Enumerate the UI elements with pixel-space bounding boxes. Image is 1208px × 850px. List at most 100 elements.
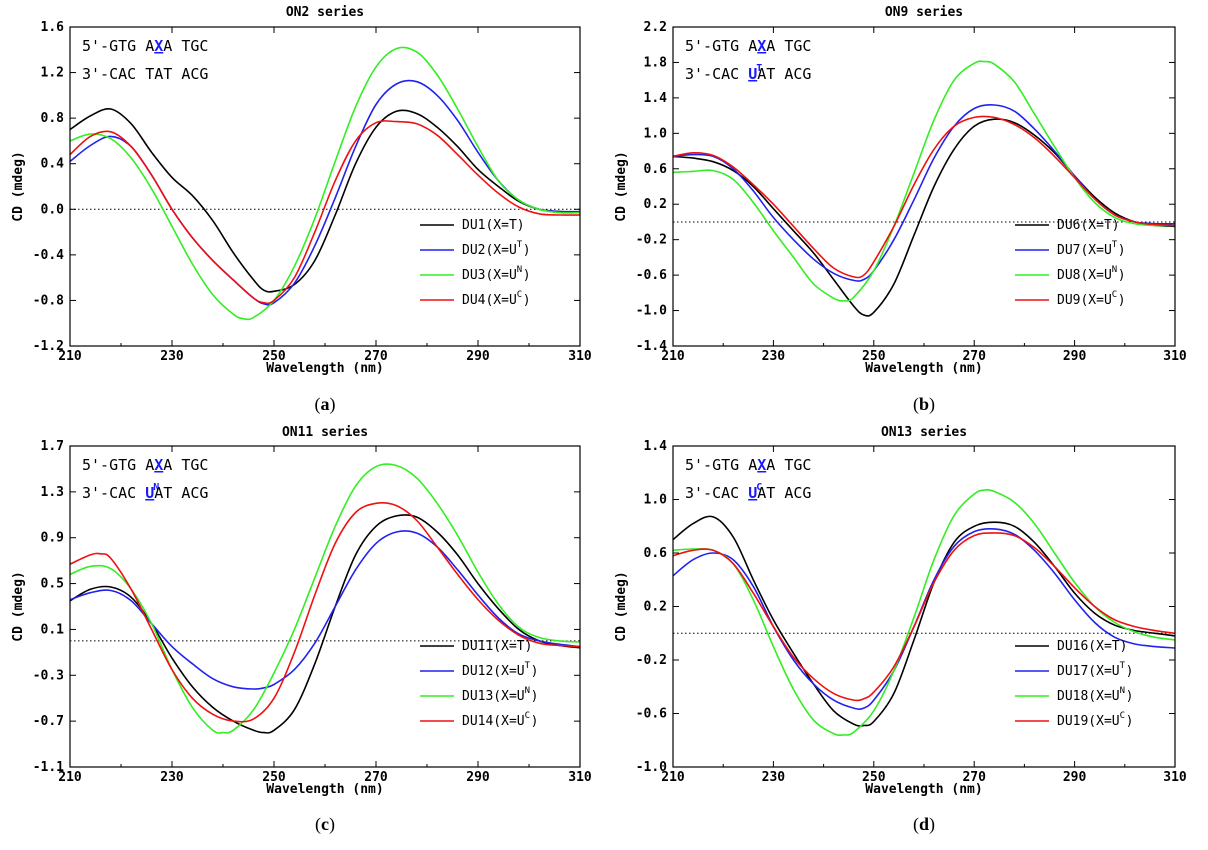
- y-tick-label: -1.4: [636, 339, 667, 354]
- legend-label: DU17(X=: [1057, 664, 1112, 679]
- legend-label-close: ): [1126, 689, 1134, 704]
- series-line-DU9(X=UC): [672, 115, 1176, 279]
- legend-label-sup: N: [517, 265, 522, 275]
- y-tick-label: -1.1: [33, 760, 64, 775]
- legend-label-sup: T: [525, 661, 531, 671]
- legend-label: DU1(X=: [462, 218, 509, 233]
- series-line-DU8(X=UN): [672, 60, 1176, 302]
- legend: DU6(X= T)DU7(X= U T)DU8(X= U N)DU9(X= U C): [1015, 218, 1126, 308]
- legend-label-sup: C: [1112, 290, 1117, 300]
- seq-line2-sup: N: [153, 482, 159, 493]
- x-tick-label: 230: [762, 770, 786, 785]
- legend-label: DU4(X=: [462, 293, 509, 308]
- y-axis-label: CD (mdeg): [614, 151, 629, 221]
- y-tick-label: 0.9: [41, 531, 64, 546]
- legend-label-sup: C: [525, 711, 530, 721]
- y-tick-label: -1.0: [636, 760, 667, 775]
- y-tick-label: 1.4: [644, 439, 668, 454]
- legend-label-main: T: [1104, 218, 1112, 233]
- legend-label: DU14(X=: [462, 714, 517, 729]
- legend-label: DU3(X=: [462, 268, 509, 283]
- panel-caption: (d): [913, 814, 935, 835]
- legend-label-close: ): [523, 243, 531, 258]
- seq-line2-post: AT ACG: [154, 484, 208, 502]
- seq-line1-pre: 5'-GTG A: [82, 456, 154, 474]
- seq-line2-pre: 3'-CAC TAT ACG: [82, 65, 208, 83]
- legend-label-close: ): [517, 218, 525, 233]
- legend-label-main: U: [1104, 293, 1112, 308]
- series-line-DU6(X=T): [672, 118, 1176, 317]
- y-tick-label: -0.4: [33, 248, 64, 263]
- legend-label-main: T: [517, 639, 525, 654]
- seq-line1-mod: X: [154, 456, 163, 474]
- x-axis-label: Wavelength (nm): [266, 782, 383, 797]
- x-tick-label: 310: [1163, 349, 1187, 364]
- seq-line1-post: A TGC: [766, 456, 811, 474]
- series-group: [672, 60, 1176, 317]
- x-tick-label: 270: [962, 770, 986, 785]
- y-tick-label: 1.3: [41, 485, 64, 500]
- y-tick-label: 1.7: [41, 439, 64, 454]
- x-tick-label: 230: [160, 770, 184, 785]
- legend: DU1(X= T)DU2(X= U T)DU3(X= U N)DU4(X= U C): [420, 218, 531, 308]
- legend-label-close: ): [1112, 218, 1120, 233]
- legend-label-close: ): [1126, 714, 1134, 729]
- x-tick-label: 210: [58, 770, 82, 785]
- y-tick-label: 0.2: [644, 197, 667, 212]
- legend-label-main: U: [509, 293, 517, 308]
- x-tick-label: 210: [661, 770, 685, 785]
- legend-label: DU8(X=: [1057, 268, 1104, 283]
- chart-panel-b: ON9 series 210 230 250 270 290 310 -1.4 -1.0 -0.6…: [614, 5, 1187, 415]
- series-line-DU3(X=UN): [69, 46, 581, 321]
- x-tick-label: 290: [466, 770, 490, 785]
- x-tick-label: 290: [1063, 770, 1087, 785]
- y-tick-label: -0.8: [33, 293, 64, 308]
- legend-label-sup: T: [1112, 240, 1118, 250]
- chart-title: ON13 series: [881, 425, 967, 440]
- x-tick-label: 250: [862, 349, 886, 364]
- seq-line2-post: AT ACG: [757, 484, 811, 502]
- legend-label-sup: N: [1120, 686, 1125, 696]
- seq-line1-mod: X: [757, 37, 766, 55]
- seq-line2-mod: U: [748, 65, 757, 83]
- x-tick-label: 230: [160, 349, 184, 364]
- x-axis-label: Wavelength (nm): [266, 361, 383, 376]
- seq-line1-post: A TGC: [766, 37, 811, 55]
- y-tick-label: -1.2: [33, 339, 64, 354]
- y-tick-label: -0.6: [636, 268, 667, 283]
- panel-caption: (c): [315, 814, 335, 835]
- legend-label: DU9(X=: [1057, 293, 1104, 308]
- chart-panel-c: ON11 series 210 230 250 270 290 310 -1.1 -0.7 -0.…: [11, 425, 592, 835]
- legend-label-main: U: [517, 714, 525, 729]
- seq-line1-mod: X: [757, 456, 766, 474]
- legend-label-close: ): [523, 268, 531, 283]
- x-axis-label: Wavelength (nm): [865, 782, 982, 797]
- x-tick-label: 290: [466, 349, 490, 364]
- seq-line2-mod: U: [748, 484, 757, 502]
- legend-label-close: ): [1118, 293, 1126, 308]
- seq-line2-post: AT ACG: [757, 65, 811, 83]
- y-tick-label: 1.6: [41, 20, 65, 35]
- legend-label-main: T: [1112, 639, 1120, 654]
- x-tick-label: 270: [962, 349, 986, 364]
- series-group: [672, 489, 1176, 737]
- y-tick-label: 0.6: [644, 546, 668, 561]
- seq-line2-sup: T: [756, 63, 762, 74]
- x-tick-label: 310: [1163, 770, 1187, 785]
- legend-label-close: ): [1118, 243, 1126, 258]
- y-tick-label: -0.7: [33, 714, 64, 729]
- y-tick-label: -0.2: [636, 653, 667, 668]
- legend-label-close: ): [531, 664, 539, 679]
- chart-title: ON11 series: [282, 425, 368, 440]
- y-tick-label: 0.1: [41, 622, 65, 637]
- legend-label-main: U: [509, 268, 517, 283]
- x-tick-label: 310: [568, 770, 592, 785]
- legend-label-sup: C: [1120, 711, 1125, 721]
- legend-label-close: ): [1118, 268, 1126, 283]
- x-tick-label: 210: [661, 349, 685, 364]
- legend-label-close: ): [531, 714, 539, 729]
- legend-label-close: ): [531, 689, 539, 704]
